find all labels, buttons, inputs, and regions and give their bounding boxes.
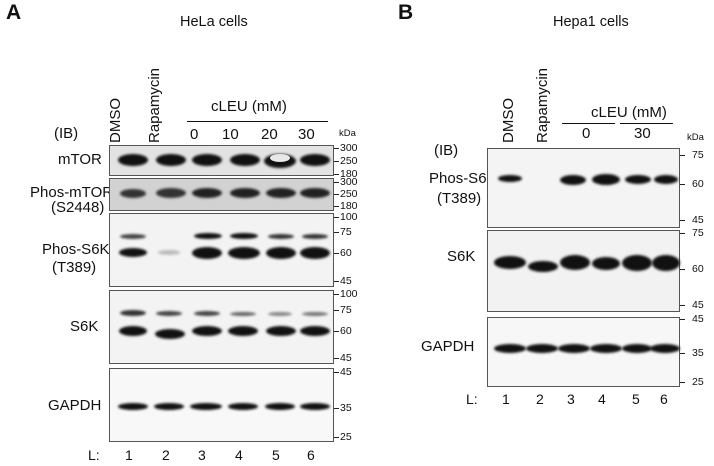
- blot-a-phos-mtor-sub: (S2448): [51, 199, 105, 216]
- panel-a-lane-1: 1: [125, 447, 133, 463]
- blot-b-gapdh-label: GAPDH: [421, 338, 475, 355]
- blot-a-mtor-label: mTOR: [58, 151, 102, 168]
- blot-a-s6k: [109, 290, 334, 364]
- panel-b-lane-4: 4: [598, 391, 606, 407]
- blot-a-phos-s6k: [109, 213, 334, 287]
- panel-b-letter: B: [398, 1, 414, 24]
- blot-a-phos-s6k-marker-60: 60: [340, 247, 352, 259]
- panel-b-cleu-line-0: [562, 123, 615, 124]
- blot-a-s6k-marker-75: 75: [340, 304, 352, 316]
- blot-b-gapdh-marker-45: 45: [692, 313, 704, 325]
- blot-b-gapdh-marker-35: 35: [692, 347, 704, 359]
- blot-a-gapdh-marker-25: 25: [340, 431, 352, 443]
- blot-a-phos-s6k-marker-100: 100: [340, 211, 358, 223]
- panel-b-lane-3: 3: [567, 391, 575, 407]
- blot-b-phos-s6k-marker-45: 45: [692, 214, 704, 226]
- panel-a-title: HeLa cells: [180, 14, 248, 30]
- blot-b-s6k-marker-60: 60: [692, 263, 704, 275]
- panel-a-conc-20: 20: [261, 126, 278, 143]
- blot-a-phos-mtor-marker-300: 300: [340, 176, 358, 188]
- panel-a-lane-4: 4: [235, 447, 243, 463]
- panel-b-lane-prefix: L:: [466, 391, 478, 407]
- blot-a-phos-s6k-sub: (T389): [52, 259, 97, 276]
- panel-b-kda-label: kDa: [687, 132, 704, 143]
- blot-a-phos-s6k-marker-45: 45: [340, 275, 352, 287]
- panel-b-conc-30: 30: [634, 125, 651, 142]
- panel-b-cleu-label: cLEU (mM): [591, 104, 667, 121]
- panel-b-title: Hepa1 cells: [553, 14, 629, 30]
- panel-a-conc-30: 30: [298, 126, 315, 143]
- blot-b-s6k-marker-45: 45: [692, 299, 704, 311]
- blot-b-s6k-marker-75: 75: [692, 227, 704, 239]
- panel-a-ib-label: (IB): [54, 125, 79, 142]
- blot-b-phos-s6k: [487, 148, 680, 228]
- blot-a-gapdh-marker-45: 45: [340, 366, 352, 378]
- blot-b-s6k-label: S6K: [447, 248, 476, 265]
- blot-b-phos-s6k-marker-60: 60: [692, 178, 704, 190]
- panel-a-conc-10: 10: [222, 126, 239, 143]
- panel-b-lane-6: 6: [660, 391, 668, 407]
- panel-a-dmso-header: DMSO: [107, 98, 124, 143]
- panel-b-conc-0: 0: [582, 125, 591, 142]
- blot-a-phos-s6k-marker-75: 75: [340, 226, 352, 238]
- blot-a-gapdh: [109, 368, 334, 442]
- blot-a-s6k-marker-45: 45: [340, 352, 352, 364]
- blot-a-s6k-marker-100: 100: [340, 288, 358, 300]
- panel-a-cleu-label: cLEU (mM): [211, 98, 287, 115]
- blot-b-gapdh: [487, 317, 680, 387]
- panel-a-rapamycin-header: Rapamycin: [146, 67, 163, 143]
- blot-a-phos-mtor-label: Phos-mTOR: [30, 184, 114, 201]
- blot-b-phos-s6k-marker-75: 75: [692, 149, 704, 161]
- panel-a-lane-prefix: L:: [88, 447, 100, 463]
- blot-a-s6k-label: S6K: [70, 318, 99, 335]
- panel-a-lane-5: 5: [272, 447, 280, 463]
- panel-a-lane-3: 3: [198, 447, 206, 463]
- blot-a-phos-mtor-marker-250: 250: [340, 188, 358, 200]
- panel-a-letter: A: [6, 1, 22, 24]
- blot-a-phos-mtor: [109, 178, 334, 211]
- blot-b-s6k: [487, 230, 680, 312]
- blot-b-phos-s6k-label: Phos-S6K: [429, 170, 497, 187]
- blot-b-phos-s6k-sub: (T389): [437, 190, 482, 207]
- panel-b-lane-1: 1: [502, 391, 510, 407]
- blot-a-s6k-marker-60: 60: [340, 325, 352, 337]
- panel-b-lane-5: 5: [632, 391, 640, 407]
- panel-a-kda-label: kDa: [339, 128, 356, 139]
- blot-a-mtor-marker-300: 300: [340, 142, 358, 154]
- blot-a-mtor: [109, 145, 334, 176]
- panel-a-lane-6: 6: [307, 447, 315, 463]
- blot-a-mtor-marker-250: 250: [340, 155, 358, 167]
- blot-a-phos-mtor-marker-180: 180: [340, 200, 358, 212]
- blot-a-phos-s6k-label: Phos-S6K: [42, 241, 110, 258]
- panel-b-ib-label: (IB): [434, 142, 459, 159]
- blot-a-gapdh-label: GAPDH: [48, 397, 102, 414]
- panel-b-cleu-line-30: [620, 123, 673, 124]
- panel-b-rapamycin-header: Rapamycin: [534, 67, 551, 143]
- panel-a-cleu-line: [187, 121, 328, 122]
- blot-a-gapdh-marker-35: 35: [340, 402, 352, 414]
- blot-b-gapdh-marker-25: 25: [692, 376, 704, 388]
- panel-b-dmso-header: DMSO: [500, 98, 517, 143]
- blot-a-mtor-marker-180: 180: [340, 168, 358, 180]
- panel-a-lane-2: 2: [162, 447, 170, 463]
- panel-a-conc-0: 0: [190, 126, 199, 143]
- panel-b-lane-2: 2: [536, 391, 544, 407]
